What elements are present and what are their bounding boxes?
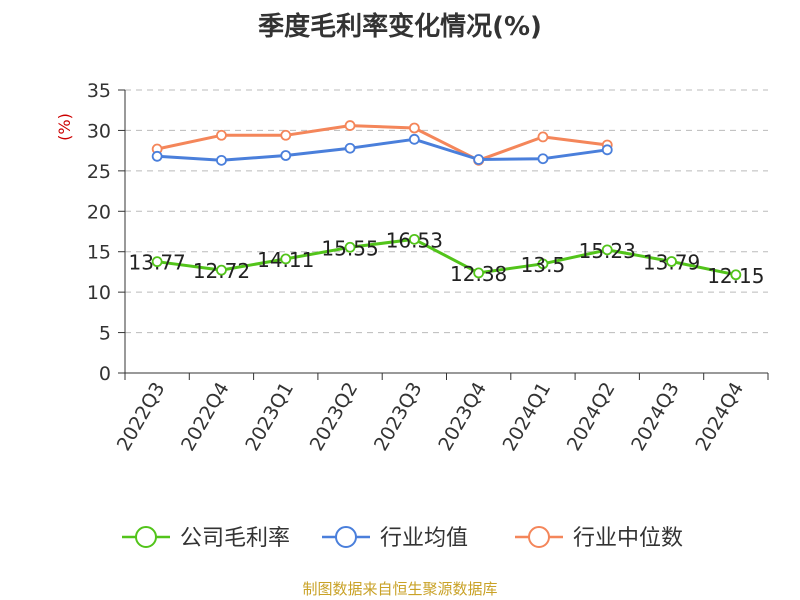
data-point [344, 142, 356, 154]
x-tick-label: 2022Q4 [177, 379, 234, 455]
y-tick-label: 25 [87, 161, 111, 183]
y-axis-unit: (%) [55, 113, 74, 141]
data-label: 15.55 [321, 236, 378, 260]
x-tick-label: 2024Q3 [627, 379, 684, 455]
data-point [344, 120, 356, 131]
data-label: 16.53 [386, 228, 443, 252]
y-tick-label: 20 [87, 201, 111, 223]
data-point [601, 244, 613, 256]
x-tick-label: 2023Q1 [241, 379, 298, 455]
legend-item: 公司毛利率 [122, 526, 290, 551]
grid-lines [125, 89, 768, 334]
series-0 [151, 233, 742, 281]
series-1 [151, 133, 613, 166]
legend-label: 公司毛利率 [180, 526, 290, 551]
data-label: 14.11 [257, 248, 314, 272]
data-point [537, 258, 549, 270]
series-line [157, 137, 608, 162]
source-note: 制图数据来自恒生聚源数据库 [302, 580, 498, 598]
legend-label: 行业均值 [380, 526, 468, 551]
data-point [473, 154, 485, 165]
legend-swatch-marker [528, 526, 550, 548]
y-tick-labels: 0 5 10 15 20 25 30 35 [87, 80, 111, 385]
legend-label: 行业中位数 [573, 526, 683, 551]
data-point [151, 256, 163, 268]
legend: 公司毛利率 行业均值 行业中位数 [122, 526, 683, 551]
series-2 [151, 120, 613, 166]
series-group [151, 120, 742, 281]
x-tick-label: 2023Q2 [306, 379, 363, 455]
data-label: 15.23 [579, 239, 636, 263]
x-tick-label: 2022Q3 [113, 379, 170, 455]
data-point [601, 144, 613, 156]
data-point [537, 153, 549, 165]
y-tick-label: 10 [87, 282, 111, 304]
data-point [344, 241, 356, 253]
data-label: 12.15 [707, 264, 764, 288]
data-label: 13.5 [521, 253, 566, 277]
legend-item: 行业均值 [322, 526, 468, 551]
data-point [280, 129, 292, 141]
y-tick-label: 5 [99, 323, 111, 345]
x-tick-label: 2024Q2 [563, 379, 620, 455]
data-point [730, 269, 742, 281]
legend-swatch-marker [335, 526, 357, 548]
data-point [473, 267, 485, 279]
y-tick-label: 30 [87, 120, 111, 142]
x-tick-label: 2023Q3 [370, 379, 427, 455]
data-label: 12.72 [193, 259, 250, 283]
y-tick-label: 35 [87, 80, 111, 102]
series-line [156, 124, 608, 162]
y-tick-label: 0 [99, 363, 111, 385]
x-tick-labels: 2022Q3 2022Q4 2023Q1 2023Q2 2023Q3 2023Q4 2024… [113, 379, 748, 455]
data-point [280, 150, 292, 161]
data-point [408, 122, 420, 134]
data-label: 13.77 [129, 251, 186, 275]
data-point [216, 154, 227, 166]
data-point [216, 129, 227, 141]
data-point [666, 256, 677, 267]
data-point [151, 150, 163, 162]
data-labels: 13.77 12.72 14.11 15.55 16.53 12.38 13.5 15.23 1… [129, 228, 765, 287]
data-label: 12.38 [450, 262, 507, 286]
data-point [537, 131, 549, 143]
x-tick-label: 2024Q4 [691, 379, 748, 455]
data-point [216, 264, 227, 276]
legend-item: 行业中位数 [515, 526, 683, 551]
data-point [408, 233, 420, 245]
axes [118, 89, 769, 380]
data-point [408, 133, 420, 145]
legend-swatch-marker [135, 526, 157, 548]
x-tick-label: 2023Q4 [434, 379, 491, 455]
series-line [157, 237, 737, 277]
data-label: 13.79 [643, 250, 700, 274]
chart-title: 季度毛利率变化情况(%) [258, 12, 542, 42]
data-point [280, 253, 292, 265]
y-tick-label: 15 [87, 242, 111, 264]
x-tick-label: 2024Q1 [499, 379, 556, 455]
